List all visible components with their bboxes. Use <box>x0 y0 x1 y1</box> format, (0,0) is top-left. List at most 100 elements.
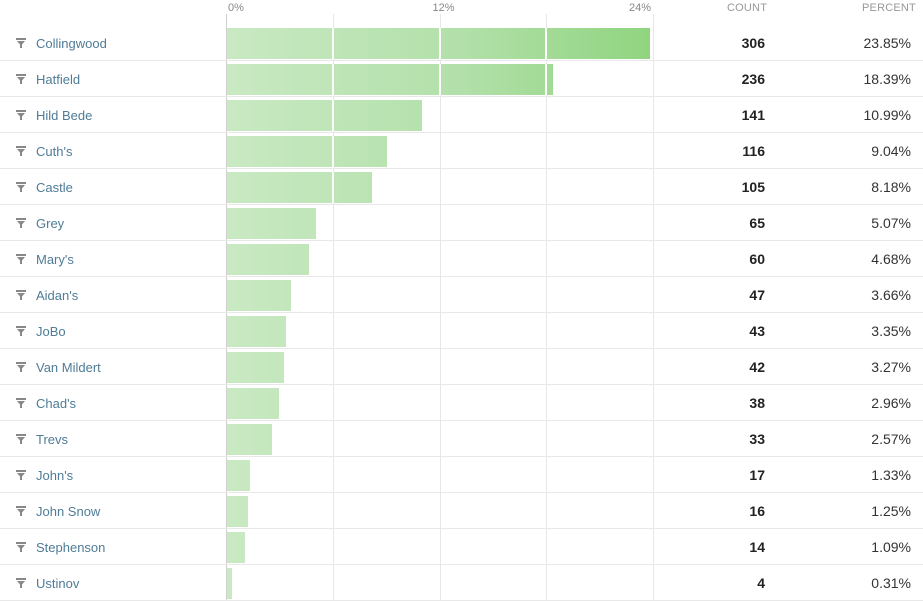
row-label[interactable]: Aidan's <box>36 288 79 303</box>
x-tick-label: 12% <box>432 2 455 14</box>
x-tick-label: 0% <box>228 2 244 14</box>
filter-icon[interactable] <box>15 108 27 120</box>
filter-icon[interactable] <box>15 288 27 300</box>
row-percent: 8.18% <box>871 179 911 195</box>
table-row: Grey 65 5.07% <box>0 205 923 241</box>
bar <box>227 64 554 95</box>
row-label[interactable]: John's <box>36 468 74 483</box>
bar <box>227 532 246 563</box>
bar <box>227 388 279 419</box>
row-label[interactable]: Chad's <box>36 396 77 411</box>
filter-icon[interactable] <box>15 180 27 192</box>
bar <box>227 172 372 203</box>
bar <box>227 244 310 275</box>
grid-line <box>333 14 334 601</box>
bar <box>227 208 317 239</box>
filter-icon[interactable] <box>15 540 27 552</box>
bar <box>227 136 387 167</box>
row-label[interactable]: Van Mildert <box>36 360 101 375</box>
bar-segment-divider <box>332 136 334 167</box>
row-count: 16 <box>749 503 765 519</box>
row-count: 38 <box>749 395 765 411</box>
filter-icon[interactable] <box>15 360 27 372</box>
table-row: Chad's 38 2.96% <box>0 385 923 421</box>
row-percent: 1.25% <box>871 503 911 519</box>
row-label[interactable]: Hatfield <box>36 72 81 87</box>
row-count: 141 <box>741 107 765 123</box>
filter-icon[interactable] <box>15 324 27 336</box>
row-label[interactable]: Castle <box>36 180 73 195</box>
table-row: Trevs 33 2.57% <box>0 421 923 457</box>
table-row: Hild Bede 141 10.99% <box>0 97 923 133</box>
grid-line <box>440 14 441 601</box>
table-row: Cuth's 116 9.04% <box>0 133 923 169</box>
bar-segment-divider <box>332 28 334 59</box>
bar-segment-divider <box>545 28 547 59</box>
row-percent: 1.09% <box>871 539 911 555</box>
table-row: Hatfield 236 18.39% <box>0 61 923 97</box>
row-percent: 1.33% <box>871 467 911 483</box>
row-label[interactable]: Hild Bede <box>36 108 93 123</box>
row-count: 65 <box>749 215 765 231</box>
filter-icon[interactable] <box>15 72 27 84</box>
bar-segment-divider <box>332 64 334 95</box>
bar <box>227 100 422 131</box>
row-label[interactable]: Cuth's <box>36 144 73 159</box>
table-row: Stephenson 14 1.09% <box>0 529 923 565</box>
bar-segment-divider <box>545 64 547 95</box>
bar <box>227 352 285 383</box>
row-label[interactable]: JoBo <box>36 324 66 339</box>
row-percent: 23.85% <box>863 35 911 51</box>
row-label[interactable]: Grey <box>36 216 65 231</box>
filter-icon[interactable] <box>15 36 27 48</box>
row-percent: 9.04% <box>871 143 911 159</box>
table-row: John's 17 1.33% <box>0 457 923 493</box>
row-percent: 10.99% <box>863 107 911 123</box>
row-percent: 5.07% <box>871 215 911 231</box>
bar <box>227 424 272 455</box>
table-row: Ustinov 4 0.31% <box>0 565 923 601</box>
row-percent: 3.35% <box>871 323 911 339</box>
row-percent: 2.96% <box>871 395 911 411</box>
bar <box>227 496 249 527</box>
row-label[interactable]: John Snow <box>36 504 101 519</box>
table-row: Castle 105 8.18% <box>0 169 923 205</box>
bar-segment-divider <box>332 172 334 203</box>
filter-icon[interactable] <box>15 144 27 156</box>
row-percent: 4.68% <box>871 251 911 267</box>
bar <box>227 460 250 491</box>
row-count: 105 <box>741 179 765 195</box>
row-percent: 18.39% <box>863 71 911 87</box>
percent-column-header: PERCENT <box>862 2 916 14</box>
row-count: 33 <box>749 431 765 447</box>
row-label[interactable]: Stephenson <box>36 540 106 555</box>
row-count: 60 <box>749 251 765 267</box>
filter-icon[interactable] <box>15 468 27 480</box>
row-count: 43 <box>749 323 765 339</box>
bar <box>227 568 232 599</box>
row-label[interactable]: Trevs <box>36 432 69 447</box>
table-row: JoBo 43 3.35% <box>0 313 923 349</box>
row-count: 14 <box>749 539 765 555</box>
x-tick-label: 24% <box>629 2 652 14</box>
filter-icon[interactable] <box>15 216 27 228</box>
row-percent: 2.57% <box>871 431 911 447</box>
filter-icon[interactable] <box>15 504 27 516</box>
filter-icon[interactable] <box>15 432 27 444</box>
bar <box>227 316 286 347</box>
filter-icon[interactable] <box>15 576 27 588</box>
filter-icon[interactable] <box>15 252 27 264</box>
row-label[interactable]: Collingwood <box>36 36 107 51</box>
row-percent: 3.66% <box>871 287 911 303</box>
row-label[interactable]: Mary's <box>36 252 74 267</box>
count-column-header: COUNT <box>727 2 768 14</box>
table-row: Collingwood 306 23.85% <box>0 25 923 61</box>
grid-line <box>226 14 227 601</box>
table-row: John Snow 16 1.25% <box>0 493 923 529</box>
bar <box>227 280 292 311</box>
grid-line <box>546 14 547 601</box>
bar-segment-divider <box>332 100 334 131</box>
row-label[interactable]: Ustinov <box>36 576 80 591</box>
row-count: 42 <box>749 359 765 375</box>
filter-icon[interactable] <box>15 396 27 408</box>
